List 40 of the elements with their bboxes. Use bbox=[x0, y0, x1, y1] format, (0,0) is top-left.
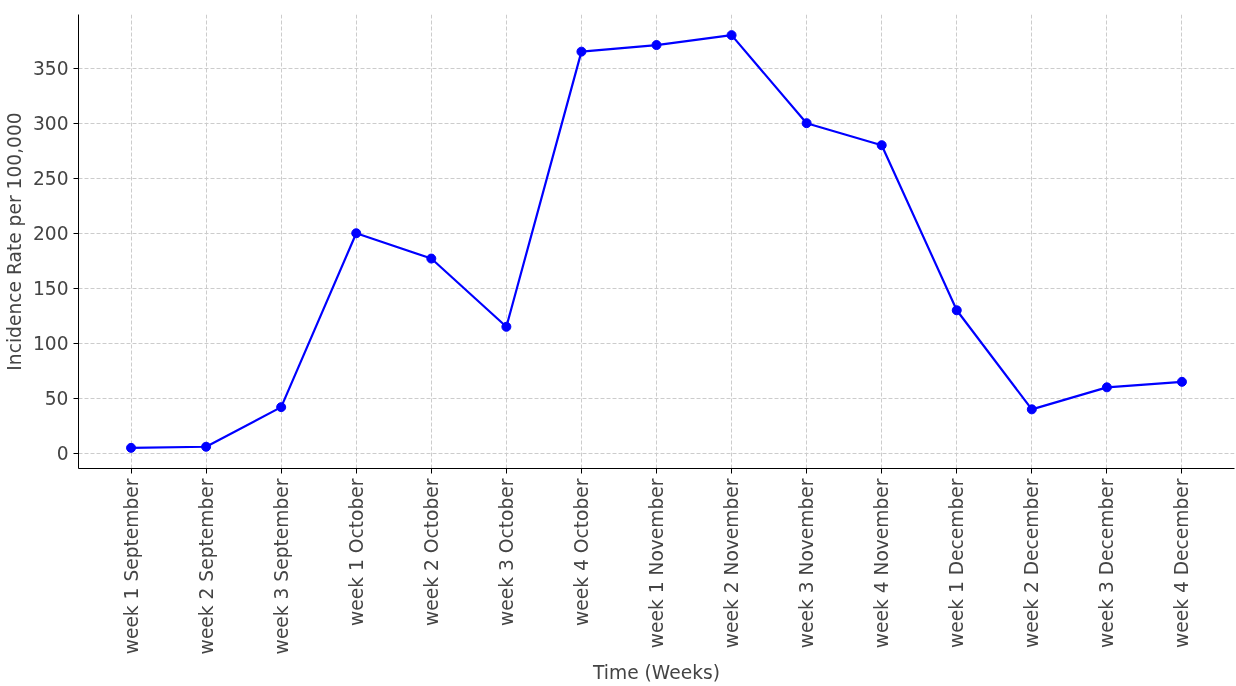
x-tick-label: week 4 November bbox=[871, 478, 893, 649]
point bbox=[426, 253, 437, 264]
x-tick-label: week 3 September bbox=[270, 478, 292, 655]
point bbox=[576, 46, 587, 57]
point bbox=[351, 228, 362, 239]
y-tick-label: 150 bbox=[32, 278, 69, 300]
y-tick-label: 50 bbox=[44, 388, 69, 410]
y-tick-label: 100 bbox=[32, 333, 69, 355]
point bbox=[201, 441, 212, 452]
y-axis-title: Incidence Rate per 100,000 bbox=[3, 112, 25, 371]
x-tick-label: week 4 October bbox=[570, 478, 592, 626]
x-tick-label: week 3 December bbox=[1096, 478, 1118, 648]
x-tick-label: week 1 October bbox=[345, 478, 367, 626]
x-tick-label: week 3 November bbox=[796, 478, 818, 649]
x-tick-label: week 3 October bbox=[495, 478, 517, 626]
point bbox=[951, 305, 962, 316]
y-tick-label: 250 bbox=[32, 168, 69, 190]
x-tick-label: week 2 October bbox=[420, 478, 442, 626]
x-tick-label: week 1 November bbox=[646, 478, 667, 649]
point bbox=[651, 40, 662, 51]
point bbox=[126, 442, 137, 453]
point bbox=[1101, 382, 1112, 393]
point bbox=[801, 118, 812, 129]
point bbox=[276, 402, 287, 413]
point bbox=[1026, 404, 1037, 415]
point bbox=[726, 30, 737, 41]
x-axis-title: Time (Weeks) bbox=[592, 662, 720, 684]
y-tick-label: 300 bbox=[32, 113, 69, 135]
x-tick-label: week 2 December bbox=[1021, 478, 1043, 648]
y-tick-label: 350 bbox=[32, 58, 69, 80]
x-tick-label: week 2 November bbox=[721, 478, 743, 649]
x-tick-label: week 1 December bbox=[946, 478, 968, 648]
point bbox=[501, 321, 512, 332]
point bbox=[876, 140, 887, 151]
y-tick-label: 200 bbox=[32, 223, 69, 245]
y-tick-label: 0 bbox=[56, 443, 69, 465]
x-tick-label: week 1 September bbox=[120, 478, 142, 655]
x-tick-label: week 4 December bbox=[1171, 478, 1193, 648]
x-tick-label: week 2 September bbox=[195, 478, 217, 655]
point bbox=[1176, 376, 1187, 387]
